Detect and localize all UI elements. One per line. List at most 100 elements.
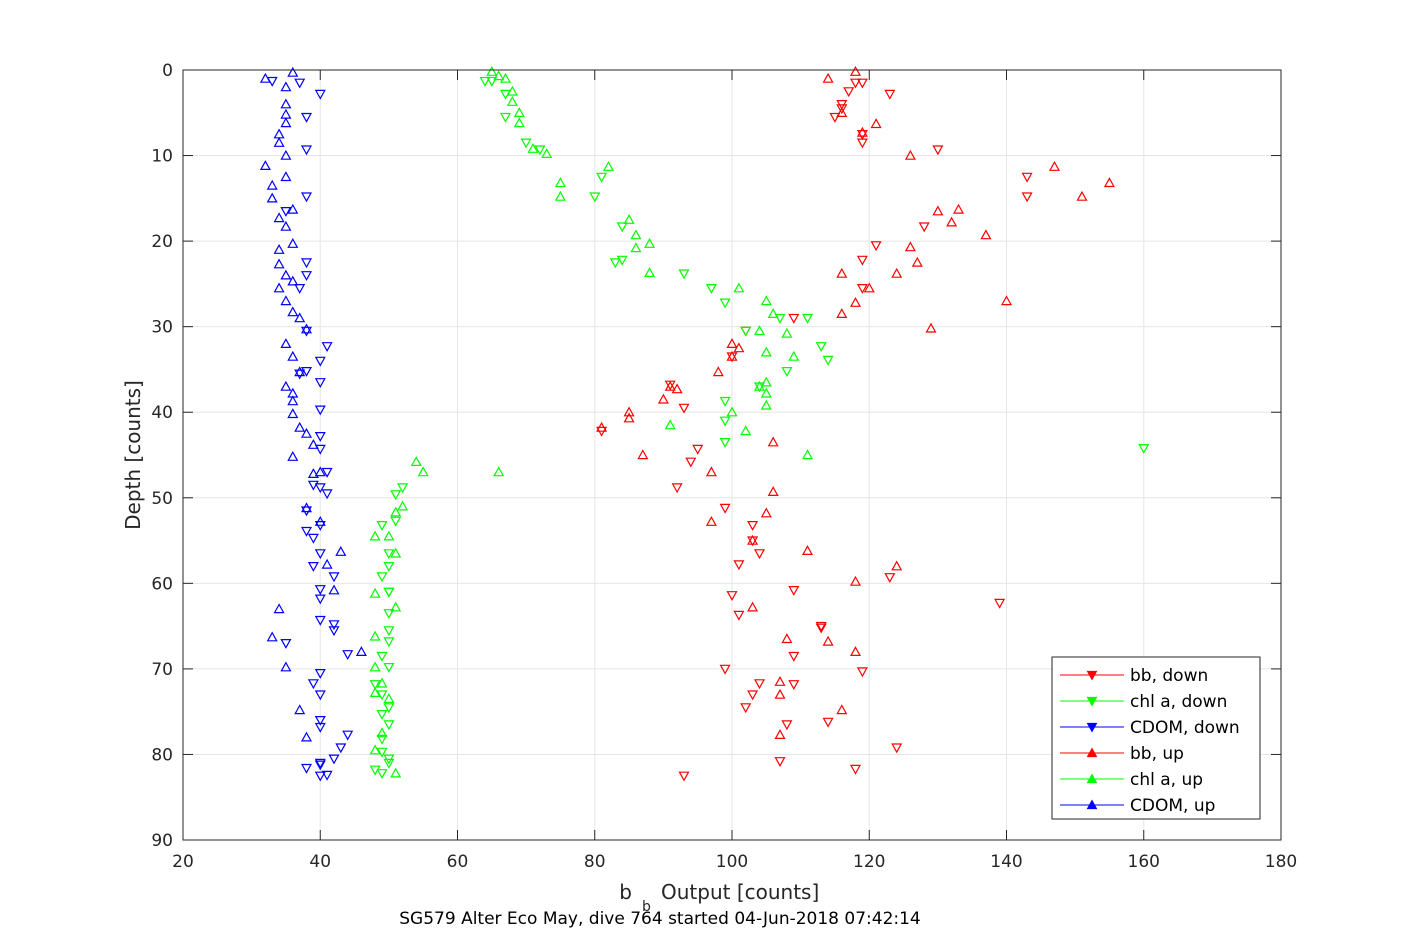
data-point — [829, 112, 841, 123]
data-point — [513, 107, 525, 118]
data-point — [369, 630, 381, 641]
data-point — [774, 729, 786, 740]
data-point — [1000, 295, 1013, 306]
legend-item: CDOM, down — [1060, 718, 1240, 738]
series-1 — [369, 76, 1150, 780]
data-point — [355, 646, 367, 657]
data-point — [767, 486, 779, 496]
data-point — [856, 126, 868, 137]
data-point — [314, 690, 326, 701]
data-point — [513, 117, 525, 128]
data-point — [369, 661, 381, 672]
data-point — [788, 651, 800, 662]
data-point — [788, 313, 800, 324]
data-point — [493, 70, 505, 81]
data-point — [342, 650, 354, 661]
data-point — [664, 419, 676, 430]
data-point — [383, 662, 395, 673]
data-point — [390, 506, 402, 517]
data-point — [740, 326, 752, 337]
data-point — [733, 610, 745, 621]
data-point — [376, 520, 388, 531]
axis-ticks: 20 40 60 80 100 120 140 160 180 0 10 20 30 40 50 60 70 80… — [151, 61, 1297, 872]
data-point — [376, 709, 388, 720]
y-tick-label: 10 — [151, 147, 173, 167]
data-point — [774, 313, 786, 324]
data-point — [300, 192, 313, 203]
data-point — [733, 342, 745, 353]
data-point — [287, 350, 299, 361]
data-point — [280, 149, 292, 160]
data-point — [726, 406, 738, 417]
data-point — [307, 679, 319, 690]
data-point — [280, 338, 292, 348]
data-point — [383, 530, 395, 541]
x-tick-label: 160 — [1128, 852, 1160, 872]
data-point — [596, 172, 608, 183]
data-point — [870, 241, 882, 252]
data-point — [287, 408, 299, 419]
data-point — [314, 668, 326, 679]
data-point — [383, 637, 395, 648]
data-point — [849, 575, 862, 586]
data-point — [884, 89, 896, 100]
series-2 — [266, 76, 354, 782]
data-point — [266, 631, 278, 642]
data-point — [870, 118, 882, 129]
data-point — [1048, 160, 1061, 171]
data-point — [383, 758, 395, 769]
data-point — [1021, 192, 1033, 203]
data-point — [383, 693, 395, 704]
legend: bb, down chl a, down CDOM, down bb, up chl a… — [1051, 656, 1261, 820]
y-tick-label: 0 — [162, 61, 173, 81]
y-tick-label: 70 — [151, 660, 173, 680]
data-point — [390, 601, 402, 612]
data-point — [287, 306, 299, 317]
data-point — [369, 530, 381, 541]
x-axis-label-prefix: b — [619, 880, 632, 904]
data-point — [822, 72, 834, 83]
data-point — [300, 731, 313, 742]
series-3 — [596, 65, 1115, 740]
data-point — [280, 171, 292, 182]
data-point — [747, 601, 759, 612]
data-point — [664, 380, 676, 391]
data-point — [836, 704, 848, 715]
data-point — [314, 466, 326, 477]
data-point — [781, 633, 793, 644]
data-point — [801, 545, 814, 556]
data-point — [719, 396, 731, 407]
data-point — [328, 572, 340, 583]
data-point — [678, 771, 690, 782]
data-point — [486, 76, 498, 87]
data-point — [705, 466, 717, 477]
data-point — [788, 350, 800, 361]
data-point — [369, 680, 381, 691]
x-tick-label: 40 — [309, 852, 331, 872]
y-tick-label: 40 — [151, 403, 173, 423]
data-point — [273, 136, 285, 147]
data-point — [815, 621, 827, 632]
data-point — [760, 295, 772, 306]
y-tick-label: 60 — [151, 574, 173, 594]
data-point — [294, 284, 306, 294]
data-point — [774, 675, 786, 686]
legend-marker — [1086, 773, 1098, 784]
legend-marker — [1086, 747, 1098, 758]
data-point — [767, 308, 779, 318]
data-point — [300, 112, 313, 123]
data-point — [712, 366, 724, 377]
data-point — [376, 572, 388, 583]
data-point — [300, 326, 313, 337]
data-point — [644, 267, 656, 277]
data-point — [932, 145, 944, 156]
data-point — [856, 138, 868, 149]
data-point — [733, 282, 745, 293]
data-point — [314, 760, 326, 771]
legend-item: bb, up — [1060, 744, 1184, 764]
data-point — [891, 560, 903, 571]
data-point — [390, 767, 402, 778]
data-point — [616, 255, 628, 266]
data-point — [273, 603, 285, 614]
data-point — [671, 483, 683, 494]
